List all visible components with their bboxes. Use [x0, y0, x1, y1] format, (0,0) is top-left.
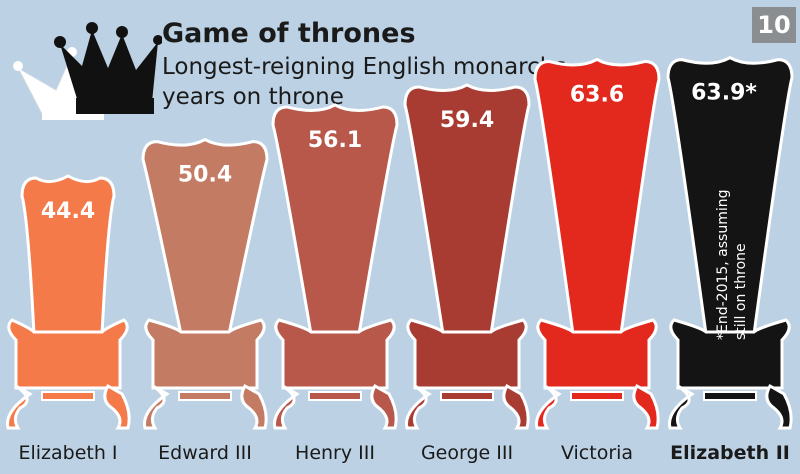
category-label: Elizabeth I [18, 442, 117, 464]
throne-leg [534, 384, 562, 430]
throne-rail [178, 391, 232, 401]
throne-leg [502, 383, 530, 430]
throne-back [141, 137, 269, 336]
footnote-line1: *End-2015, assuming [715, 189, 731, 340]
throne-rail [308, 391, 362, 401]
throne-leg [765, 383, 793, 430]
page-number-badge: 10 [752, 7, 796, 43]
throne-leg [370, 383, 398, 430]
throne-back [271, 103, 399, 336]
throne-leg [632, 383, 660, 430]
throne-seat [144, 318, 266, 390]
throne-seat [274, 318, 396, 390]
value-label: 56.1 [308, 128, 362, 153]
category-label: George III [421, 442, 513, 464]
throne-leg [103, 383, 131, 430]
crown-icon [13, 22, 162, 120]
throne-rail [703, 391, 757, 401]
throne-leg [142, 384, 170, 430]
chart-title: Game of thrones [162, 18, 416, 49]
title-block: Game of thrones Longest-reigning English… [162, 18, 632, 112]
throne-bar [271, 103, 399, 430]
value-label: 59.4 [440, 108, 494, 133]
throne-back [403, 83, 531, 336]
value-label: 44.4 [41, 199, 95, 224]
throne-back [666, 55, 794, 336]
throne-back [20, 174, 116, 336]
throne-seat [406, 318, 528, 390]
value-label: 63.9* [691, 81, 757, 106]
throne-seat [669, 318, 791, 390]
value-label: 50.4 [178, 163, 232, 188]
throne-seat [7, 318, 129, 390]
throne-leg [667, 384, 695, 430]
category-label: Elizabeth II [670, 442, 790, 464]
chart-subtitle-line2: years on throne [162, 84, 344, 110]
throne-leg [272, 384, 300, 430]
category-label: Edward III [158, 442, 252, 464]
throne-leg [404, 384, 432, 430]
throne-bar [403, 83, 531, 430]
throne-leg [5, 384, 33, 430]
throne-bar [141, 137, 269, 430]
footnote-line2: still on throne [733, 243, 749, 340]
throne-back [533, 57, 661, 336]
throne-rail [440, 391, 494, 401]
footnote-text: *End-2015, assuming still on throne [715, 189, 749, 340]
category-label: Henry III [295, 442, 375, 464]
value-label: 63.6 [570, 82, 624, 107]
throne-bar [666, 55, 794, 430]
throne-leg [240, 383, 268, 430]
throne-bar [533, 57, 661, 430]
throne-bar [5, 174, 131, 430]
category-label: Victoria [561, 442, 633, 464]
throne-seat [536, 318, 658, 390]
throne-rail [41, 391, 95, 401]
chart-subtitle-line1: Longest-reigning English monarchs, [162, 54, 574, 80]
throne-rail [570, 391, 624, 401]
